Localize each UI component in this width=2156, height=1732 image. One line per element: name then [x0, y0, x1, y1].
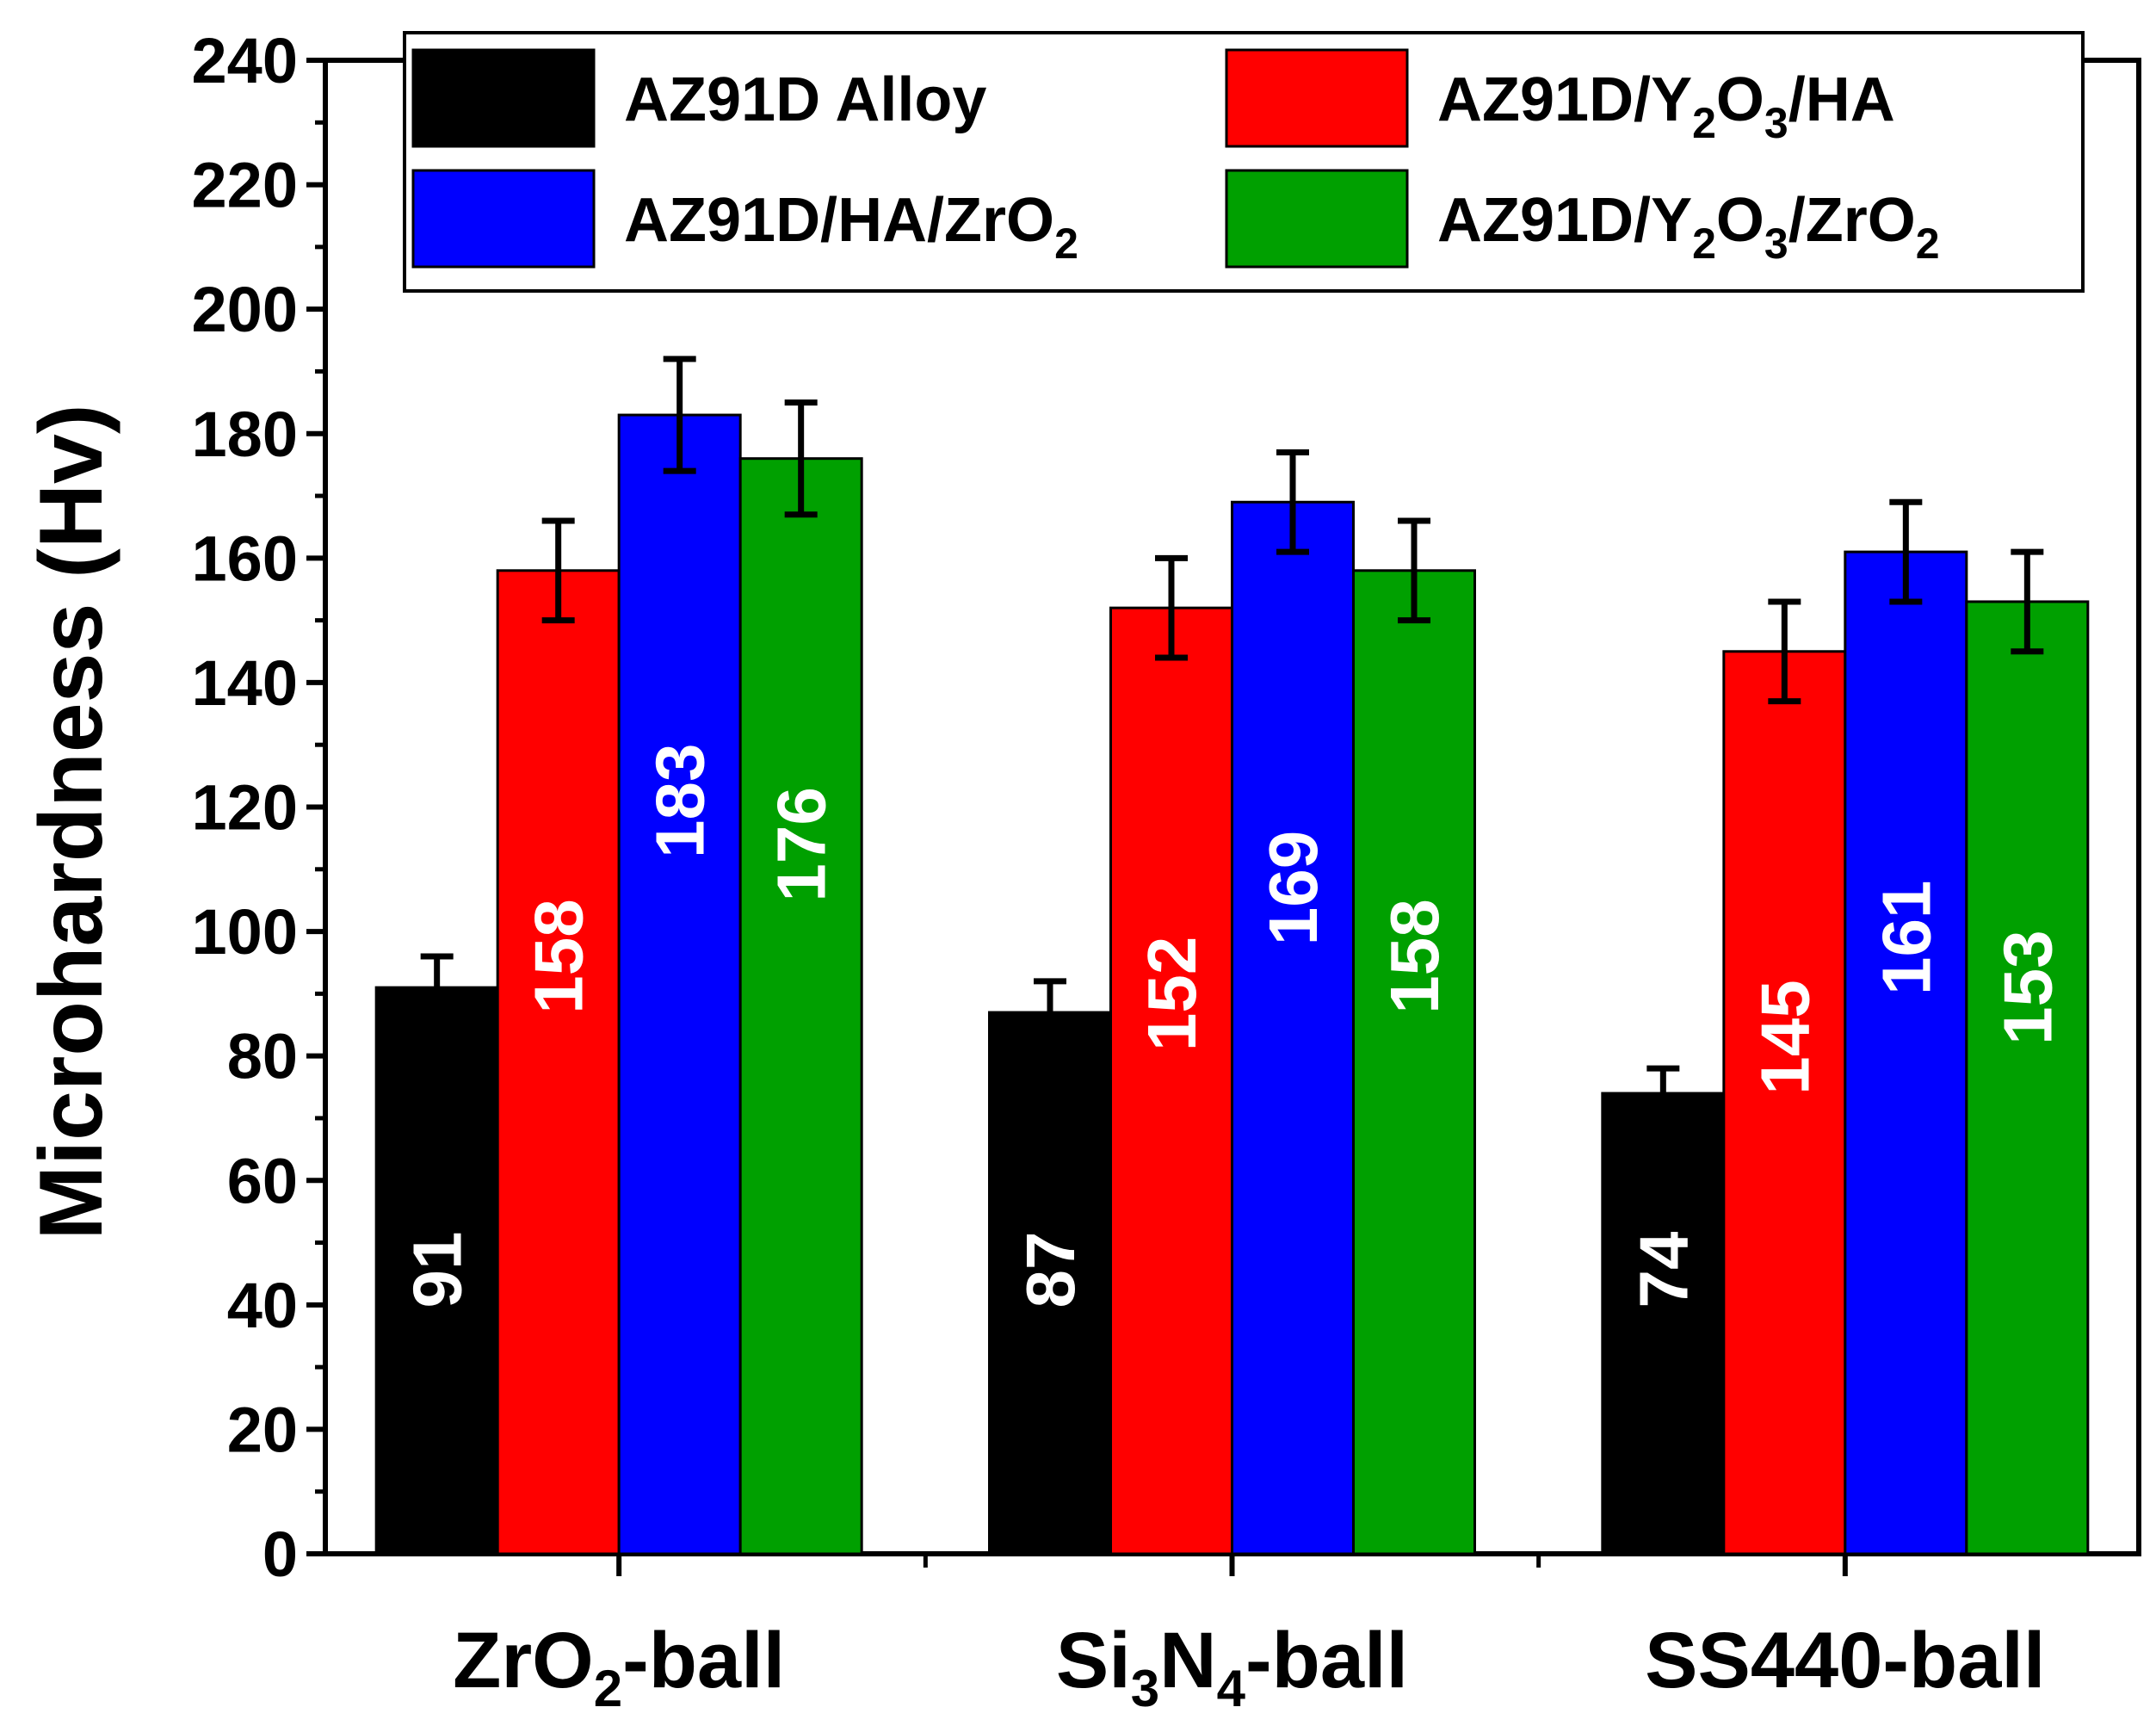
legend-label-2: AZ91D/Y2O3/HA	[1437, 65, 1895, 147]
y-tick-label: 160	[192, 523, 298, 594]
bar-3-1	[617, 413, 742, 1556]
legend: AZ91D Alloy AZ91D/Y2O3/HA AZ91D/HA/ZrO2 AZ9…	[403, 31, 2085, 293]
bar-3-2	[1231, 500, 1355, 1556]
legend-swatch-3	[411, 169, 596, 269]
bar-2-3	[1722, 650, 1847, 1556]
y-tick-label: 220	[192, 150, 298, 221]
legend-label-4: AZ91D/Y2O3/ZrO2	[1437, 186, 1940, 268]
legend-swatch-2	[1225, 48, 1409, 148]
y-tick-label: 180	[192, 399, 298, 470]
y-tick-label: 240	[192, 25, 298, 96]
y-tick-label: 0	[263, 1519, 298, 1590]
bar-value-label: 74	[1625, 1231, 1702, 1308]
legend-label-3: AZ91D/HA/ZrO2	[624, 186, 1078, 268]
y-tick-label: 80	[227, 1021, 298, 1092]
bar-2-2	[1109, 606, 1233, 1556]
bar-value-label: 169	[1255, 831, 1331, 945]
x-category-label: SS440-ball	[1645, 1617, 2045, 1704]
y-tick-label: 120	[192, 772, 298, 844]
bar-value-label: 176	[763, 787, 840, 901]
legend-swatch-4	[1225, 169, 1409, 269]
bar-1-1	[374, 986, 499, 1556]
bar-4-1	[738, 457, 863, 1556]
bar-value-label: 145	[1746, 980, 1823, 1094]
bar-value-label: 152	[1134, 937, 1210, 1051]
bar-value-label: 153	[1989, 930, 2066, 1044]
y-tick-label: 200	[192, 274, 298, 345]
bar-4-3	[1965, 600, 2090, 1556]
bar-value-label: 158	[521, 899, 597, 1013]
bar-value-label: 158	[1376, 899, 1453, 1013]
x-category-label: Si3N4-ball	[1056, 1617, 1408, 1717]
legend-swatch-1	[411, 48, 596, 148]
y-tick-label: 20	[227, 1394, 298, 1465]
bar-1-3	[1601, 1092, 1726, 1556]
y-axis-title: Microhardness (Hv)	[22, 405, 121, 1240]
plot-area: 0 20 40 60 80 100 120 140 160 180 200 220 240 91 158 18…	[192, 25, 2141, 1717]
bar-3-3	[1844, 550, 1968, 1556]
y-tick-label: 40	[227, 1270, 298, 1341]
y-tick-label: 140	[192, 647, 298, 719]
bar-1-2	[988, 1011, 1112, 1556]
bar-4-2	[1352, 569, 1476, 1556]
bar-value-label: 183	[642, 744, 719, 858]
y-tick-label: 100	[192, 896, 298, 968]
bar-value-label: 87	[1012, 1232, 1089, 1308]
y-tick-label: 60	[227, 1145, 298, 1216]
bar-value-label: 161	[1868, 881, 1944, 995]
x-category-label: ZrO2-ball	[453, 1617, 785, 1717]
bar-value-label: 91	[399, 1232, 476, 1308]
legend-label-1: AZ91D Alloy	[624, 65, 986, 134]
bar-2-1	[496, 569, 621, 1556]
